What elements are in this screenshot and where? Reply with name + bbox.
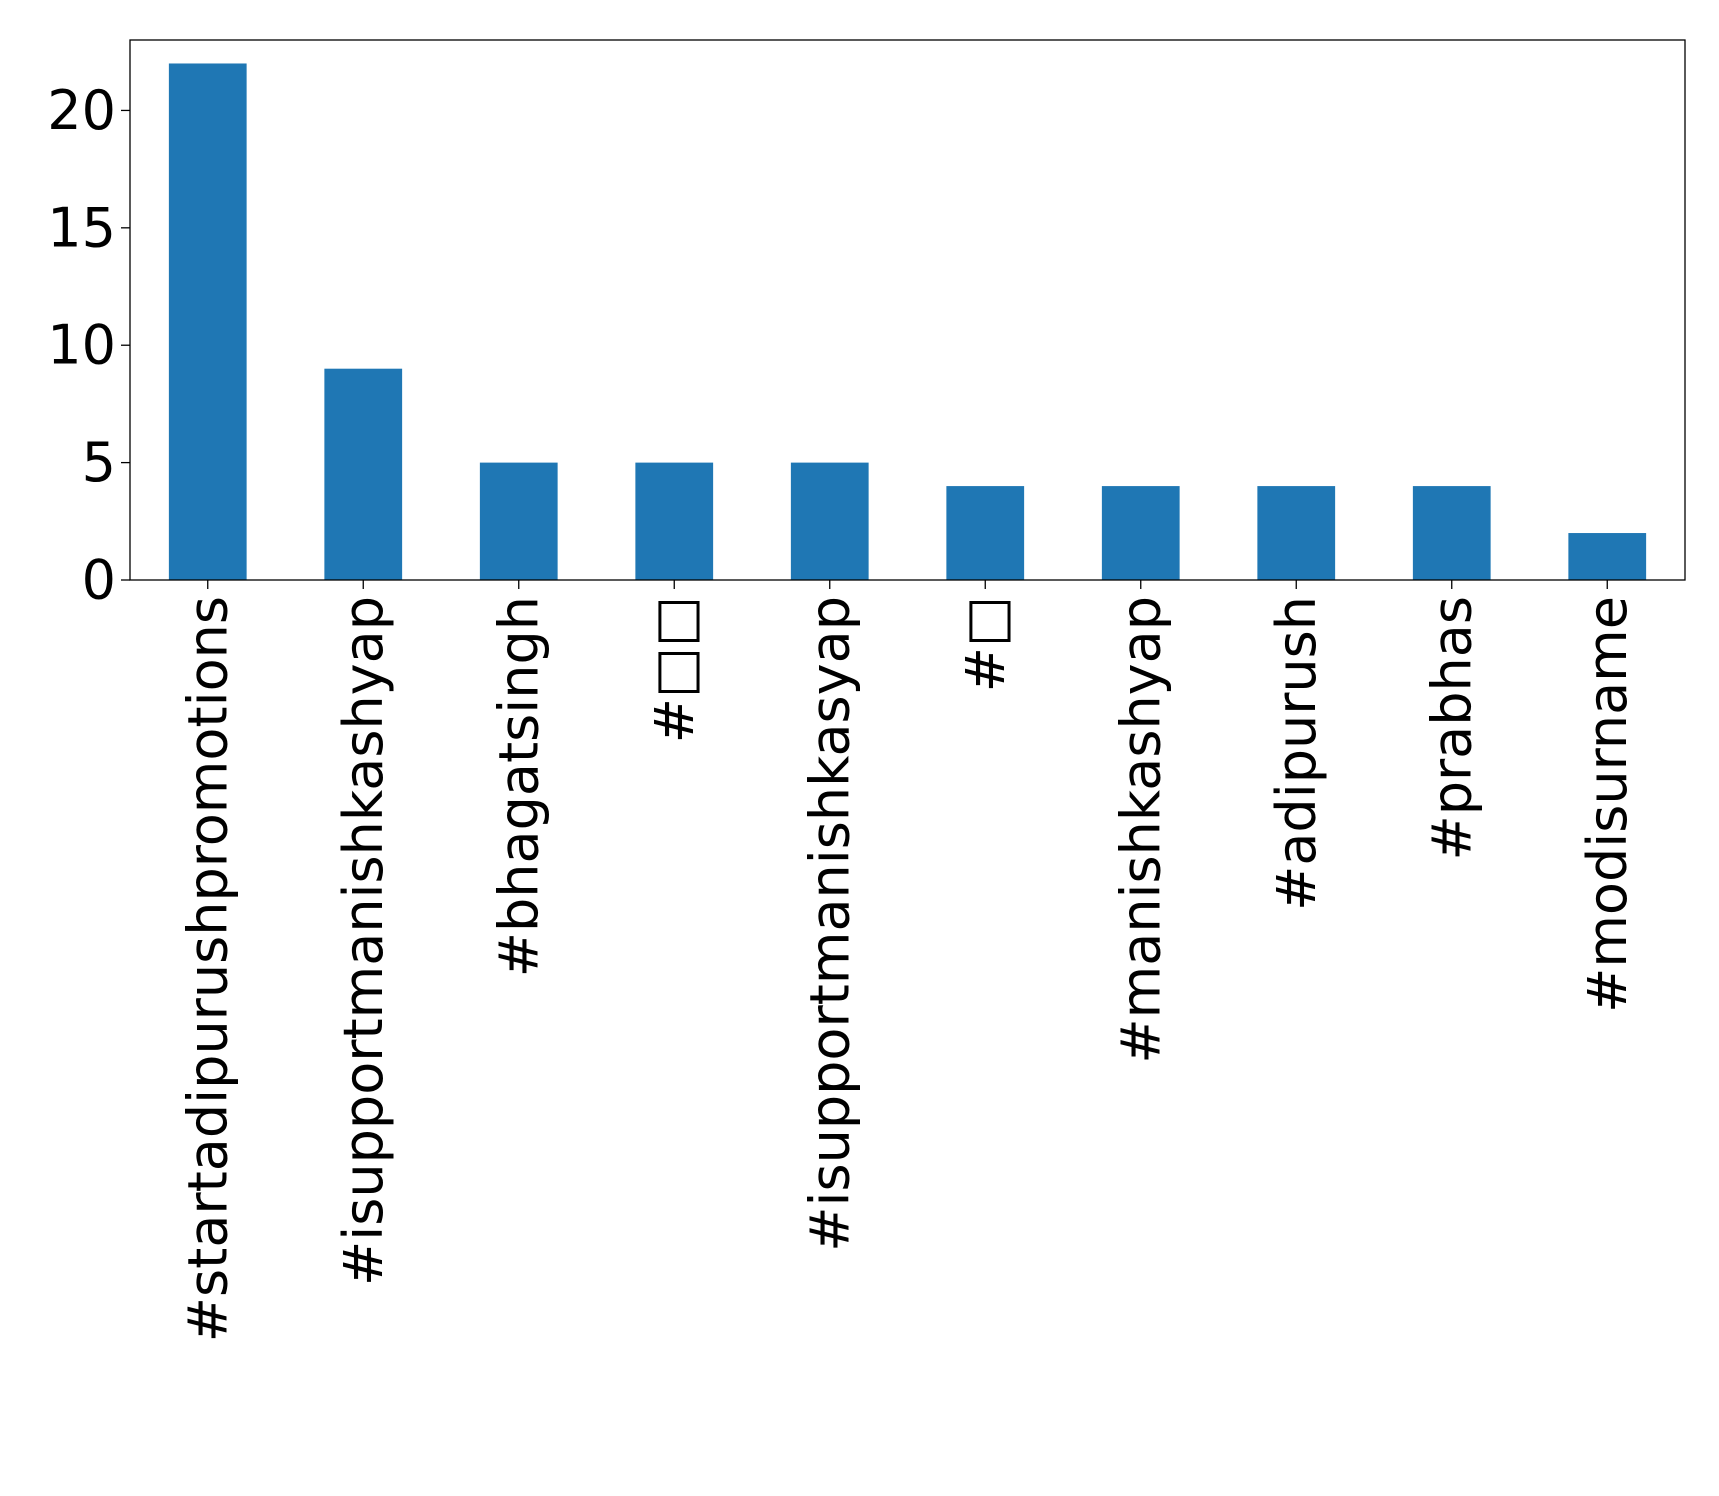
bar-9	[1568, 533, 1647, 580]
x-tick-label-8: #prabhas	[1420, 596, 1483, 861]
x-tick-label-5: #□	[954, 596, 1017, 692]
bar-2	[479, 462, 558, 580]
bar-3	[635, 462, 714, 580]
y-tick-label-1: 5	[82, 431, 116, 494]
bar-4	[790, 462, 869, 580]
x-tick-label-2: #bhagatsingh	[487, 596, 550, 977]
x-tick-label-1: #isupportmanishkashyap	[332, 596, 395, 1286]
plot-area-frame	[129, 39, 1686, 581]
y-tick-label-3: 15	[47, 196, 116, 259]
x-tick-label-4: #isupportmanishkasyap	[798, 596, 861, 1252]
bar-7	[1257, 486, 1336, 580]
x-tick-label-9: #modisurname	[1576, 596, 1639, 1013]
bar-1	[324, 368, 403, 580]
bar-6	[1101, 486, 1180, 580]
x-tick-label-7: #adipurush	[1265, 596, 1328, 911]
y-axis: 0 5 10 15 20	[47, 79, 130, 612]
y-tick-label-0: 0	[82, 549, 116, 612]
bar-0	[168, 63, 247, 580]
y-tick-label-4: 20	[47, 79, 116, 142]
bar-5	[946, 486, 1025, 580]
x-tick-label-0: #startadipurushpromotions	[176, 596, 239, 1342]
x-tick-label-3: #□□	[643, 596, 706, 743]
y-tick-label-2: 10	[47, 314, 116, 377]
x-tick-label-6: #manishkashyap	[1109, 596, 1172, 1064]
bars-layer	[168, 63, 1647, 580]
x-axis: #startadipurushpromotions #isupportmanish…	[176, 580, 1639, 1342]
bar-8	[1412, 486, 1491, 580]
